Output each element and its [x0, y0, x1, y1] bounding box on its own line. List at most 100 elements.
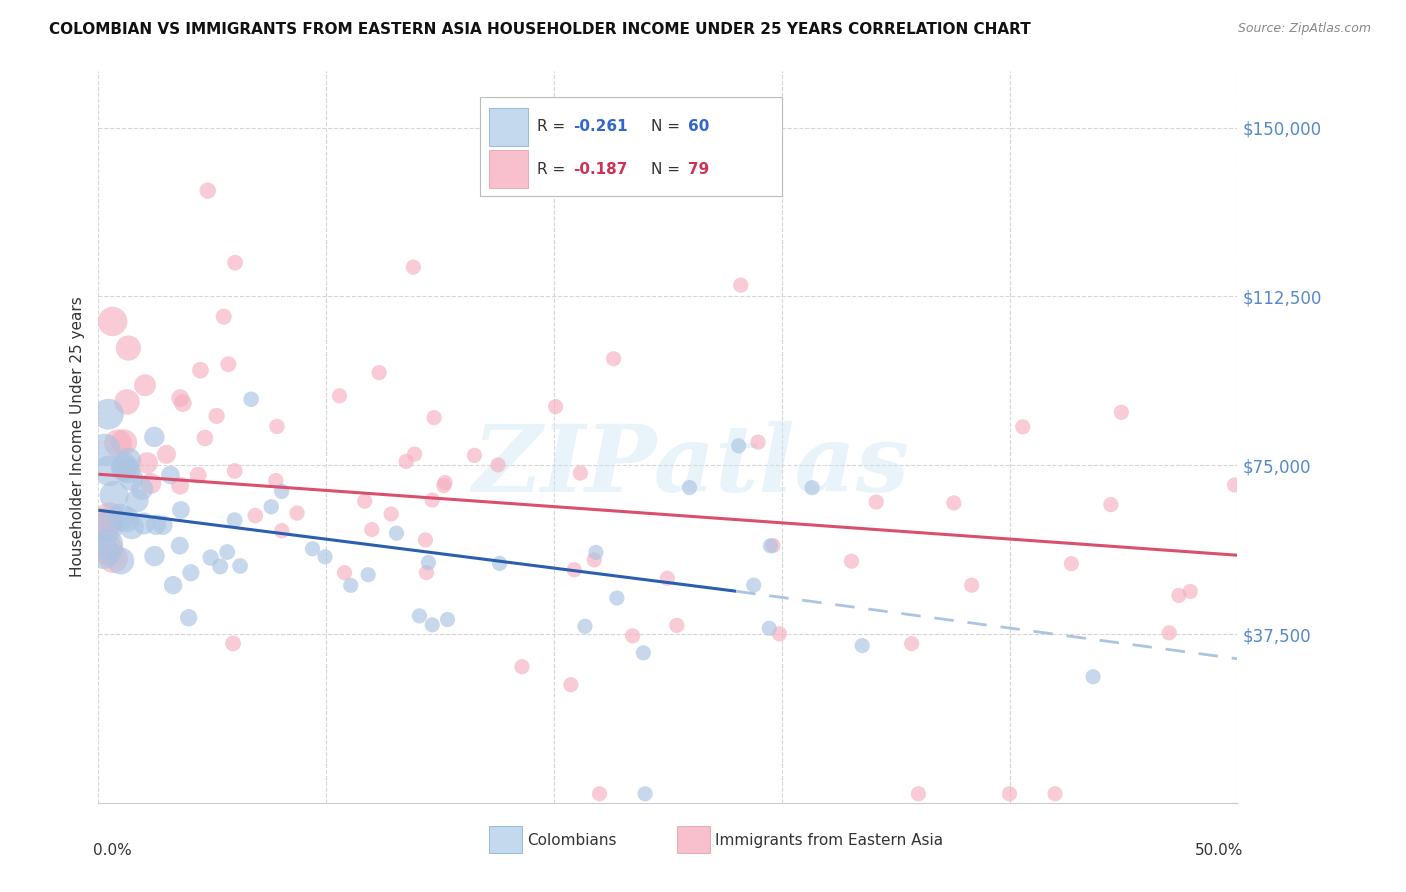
Text: ZIPatlas: ZIPatlas — [472, 421, 910, 511]
Point — [245, 508, 267, 523]
Point — [131, 482, 153, 496]
Point — [339, 578, 361, 592]
Point — [730, 278, 752, 293]
Point — [385, 526, 408, 541]
Point — [285, 506, 308, 520]
Point — [395, 454, 418, 468]
Point — [97, 537, 120, 551]
Point — [1081, 670, 1104, 684]
Point — [97, 520, 120, 534]
Text: COLOMBIAN VS IMMIGRANTS FROM EASTERN ASIA HOUSEHOLDER INCOME UNDER 25 YEARS CORR: COLOMBIAN VS IMMIGRANTS FROM EASTERN ASI… — [49, 22, 1031, 37]
Point — [200, 550, 222, 565]
Point — [1099, 498, 1122, 512]
Point — [433, 478, 456, 492]
Point — [139, 476, 162, 491]
Point — [328, 389, 350, 403]
FancyBboxPatch shape — [489, 151, 527, 188]
Point — [402, 260, 425, 274]
Point — [602, 351, 624, 366]
Point — [314, 549, 336, 564]
Point — [260, 500, 283, 514]
Point — [1011, 420, 1033, 434]
Point — [865, 495, 887, 509]
Point — [180, 566, 202, 580]
Point — [678, 481, 700, 495]
Point — [270, 524, 292, 538]
Point — [727, 439, 749, 453]
Point — [93, 546, 115, 560]
Text: Immigrants from Eastern Asia: Immigrants from Eastern Asia — [714, 832, 942, 847]
Point — [101, 314, 124, 328]
Point — [420, 493, 443, 508]
Point — [143, 430, 166, 444]
Point — [169, 539, 191, 553]
Point — [415, 566, 437, 580]
Point — [588, 787, 610, 801]
Point — [94, 516, 117, 531]
Point — [1043, 787, 1066, 801]
Text: R =: R = — [537, 161, 569, 177]
Point — [98, 510, 121, 524]
Point — [801, 481, 824, 495]
Point — [115, 512, 138, 526]
Point — [103, 551, 125, 566]
Point — [205, 409, 228, 423]
Point — [114, 458, 136, 473]
Point — [240, 392, 263, 407]
Point — [152, 518, 174, 533]
Point — [1223, 478, 1246, 492]
Point — [742, 578, 765, 592]
Point — [107, 436, 129, 450]
Point — [162, 578, 184, 592]
Point — [569, 466, 592, 480]
Point — [942, 496, 965, 510]
Point — [633, 646, 655, 660]
Point — [634, 787, 657, 801]
Point — [103, 488, 125, 502]
Point — [117, 453, 139, 467]
Text: 79: 79 — [689, 161, 710, 177]
Point — [110, 510, 132, 524]
Point — [408, 608, 430, 623]
Point — [224, 464, 246, 478]
Point — [264, 474, 287, 488]
Point — [621, 629, 644, 643]
Text: 60: 60 — [689, 120, 710, 135]
Point — [360, 523, 382, 537]
Point — [134, 378, 156, 392]
Point — [1167, 588, 1189, 602]
Text: 0.0%: 0.0% — [93, 843, 132, 858]
Point — [1159, 625, 1181, 640]
Point — [169, 391, 191, 405]
Point — [159, 467, 181, 482]
Point — [420, 618, 443, 632]
Point — [436, 613, 458, 627]
Point — [229, 559, 252, 574]
FancyBboxPatch shape — [489, 826, 522, 854]
Point — [301, 541, 323, 556]
Point — [585, 545, 607, 559]
Point — [404, 447, 426, 461]
Point — [998, 787, 1021, 801]
Point — [145, 517, 167, 532]
Point — [657, 571, 679, 585]
Point — [368, 366, 391, 380]
Point — [115, 395, 138, 409]
Point — [197, 184, 219, 198]
Text: -0.261: -0.261 — [574, 120, 628, 135]
Point — [132, 516, 155, 531]
Point — [110, 554, 132, 568]
Point — [266, 419, 288, 434]
Point — [170, 503, 193, 517]
Point — [143, 549, 166, 563]
Point — [488, 557, 510, 571]
Point — [353, 494, 375, 508]
Point — [96, 542, 118, 557]
Point — [1111, 405, 1133, 419]
Point — [112, 461, 135, 475]
Point — [486, 458, 509, 472]
Point — [222, 636, 245, 650]
Point — [510, 659, 533, 673]
Point — [606, 591, 628, 605]
Point — [841, 554, 863, 568]
